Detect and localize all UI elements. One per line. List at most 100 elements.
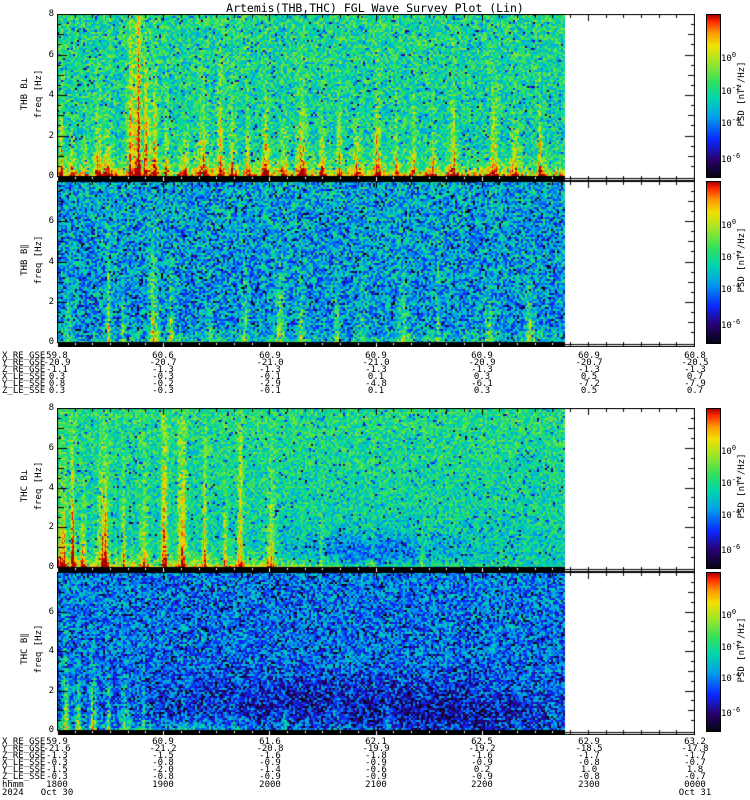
position-value: 60.6: [152, 351, 174, 361]
freq-tick-label: 0: [48, 171, 54, 181]
freq-tick-label: 2: [48, 522, 54, 532]
colorbar-tick-label: 10-6: [721, 542, 741, 556]
position-value: -0.1: [259, 386, 281, 396]
position-value: -21.0: [256, 358, 284, 368]
position-value: 1.0: [580, 765, 598, 775]
freq-tick-label: 8: [48, 403, 54, 413]
psd-colorbar: [706, 181, 721, 344]
position-row-label: Z_RE_GSE: [2, 751, 46, 761]
position-value: -7.9: [684, 379, 706, 389]
position-value: -20.9: [43, 358, 71, 368]
position-value: -1.3: [365, 365, 387, 375]
position-value: 60.8: [684, 351, 706, 361]
position-value: 59.9: [46, 737, 68, 747]
position-value: -1.3: [578, 365, 600, 375]
psd-colorbar: [706, 408, 721, 569]
psd-colorbar: [706, 14, 721, 178]
position-value: 0.5: [580, 372, 598, 382]
freq-tick-label: 0: [48, 562, 54, 572]
position-value: 0.3: [48, 372, 66, 382]
position-value: -0.7: [684, 772, 706, 782]
position-value: -2.0: [152, 765, 174, 775]
date-label: Oct 30: [40, 788, 74, 798]
colorbar-tick-label: 10-2: [721, 639, 741, 653]
position-value: -0.9: [259, 758, 281, 768]
time-tick-label: 1900: [152, 780, 174, 790]
position-value: 1.8: [686, 765, 704, 775]
position-value: -1.3: [46, 751, 68, 761]
plot-title: Artemis(THB,THC) FGL Wave Survey Plot (L…: [226, 1, 524, 15]
position-value: 0.7: [686, 386, 704, 396]
position-value: 60.9: [259, 351, 281, 361]
position-value: -1.6: [259, 751, 281, 761]
position-value: -21.0: [362, 358, 390, 368]
position-value: 63.2: [684, 737, 706, 747]
position-value: -0.3: [152, 372, 174, 382]
freq-tick-label: 2: [48, 297, 54, 307]
position-value: -0.3: [152, 386, 174, 396]
colorbar-tick-label: 10-6: [721, 151, 741, 165]
position-value: -1.5: [46, 765, 68, 775]
position-value: -1.3: [259, 365, 281, 375]
position-value: -0.9: [365, 758, 387, 768]
position-row-label: Z_LE_SSE: [2, 772, 46, 782]
time-tick-label: 0000: [684, 780, 706, 790]
position-value: -21.2: [149, 744, 177, 754]
position-row-label: Y_LE_SSE: [2, 379, 46, 389]
position-value: 60.9: [578, 351, 600, 361]
position-value: -0.9: [259, 772, 281, 782]
position-row-label: X_RE_GSE: [2, 351, 46, 361]
position-value: 0.5: [580, 386, 598, 396]
freq-tick-label: 4: [48, 646, 54, 656]
position-value: -1.5: [152, 751, 174, 761]
position-row-label: Y_RE_GSE: [2, 358, 46, 368]
position-value: 0.2: [473, 765, 491, 775]
position-value: 60.9: [471, 351, 493, 361]
freq-tick-label: 0: [48, 337, 54, 347]
colorbar-tick-label: 10-6: [721, 317, 741, 331]
position-value: 0.7: [686, 372, 704, 382]
position-value: -2.9: [259, 379, 281, 389]
time-axis-label: hhmm: [2, 780, 24, 790]
position-value: -0.8: [152, 772, 174, 782]
freq-tick-label: 4: [48, 483, 54, 493]
position-value: 62.5: [471, 737, 493, 747]
time-tick-label: 1800: [46, 780, 68, 790]
psd-colorbar: [706, 572, 721, 732]
colorbar-tick-label: 10-2: [721, 83, 741, 97]
position-value: -21.6: [43, 744, 71, 754]
position-value: -20.9: [468, 358, 496, 368]
position-value: 59.8: [46, 351, 68, 361]
freq-tick-label: 6: [48, 50, 54, 60]
time-tick-label: 2100: [365, 780, 387, 790]
position-value: -19.2: [468, 744, 496, 754]
position-value: 0.1: [367, 372, 385, 382]
colorbar-tick-label: 10-4: [721, 507, 741, 521]
position-value: -0.1: [259, 372, 281, 382]
spectrogram-thb-bperp: [57, 14, 695, 181]
position-value: -0.9: [471, 758, 493, 768]
freq-tick-label: 0: [48, 725, 54, 735]
position-value: -1.6: [471, 751, 493, 761]
position-value: -0.9: [365, 772, 387, 782]
position-value: -0.8: [152, 758, 174, 768]
position-value: -0.3: [46, 772, 68, 782]
spectrogram-thb-bpar: [57, 181, 695, 347]
position-value: 0.8: [48, 379, 66, 389]
time-tick-label: 2200: [471, 780, 493, 790]
freq-tick-label: 6: [48, 607, 54, 617]
spectrogram-thc-bperp: [57, 408, 695, 572]
position-value: 60.9: [365, 351, 387, 361]
position-value: -19.9: [362, 744, 390, 754]
colorbar-tick-label: 100: [721, 51, 737, 65]
position-value: -1.3: [152, 365, 174, 375]
position-value: -0.9: [471, 772, 493, 782]
freq-tick-label: 4: [48, 90, 54, 100]
date-label: Oct 31: [678, 788, 712, 798]
position-value: -1.8: [365, 751, 387, 761]
position-value: -1.1: [46, 365, 68, 375]
position-value: -0.7: [684, 758, 706, 768]
position-value: -1.7: [578, 751, 600, 761]
panel-label-thb-bperp: THB B⊥: [20, 77, 30, 111]
